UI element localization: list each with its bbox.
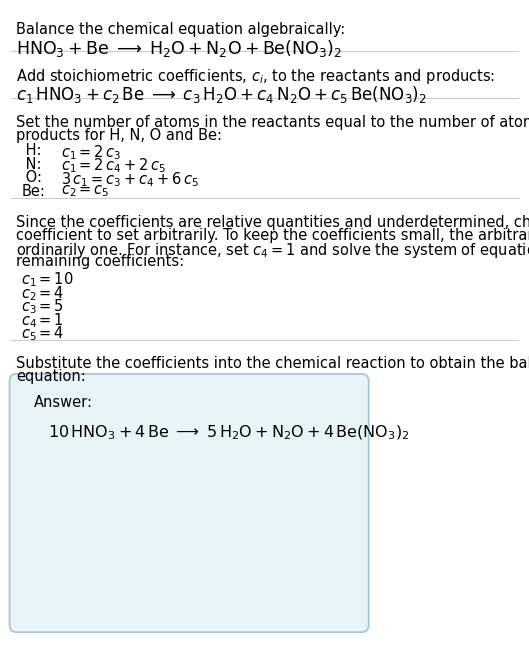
Text: $3\,c_1 = c_3 + c_4 + 6\,c_5$: $3\,c_1 = c_3 + c_4 + 6\,c_5$ <box>61 170 199 189</box>
Text: $c_2 = c_5$: $c_2 = c_5$ <box>61 184 110 199</box>
Text: $c_5 = 4$: $c_5 = 4$ <box>21 325 65 344</box>
Text: $c_1 = 2\,c_3$: $c_1 = 2\,c_3$ <box>61 143 121 162</box>
Text: $10\,\mathrm{HNO_3} + 4\,\mathrm{Be} \;\longrightarrow\; 5\,\mathrm{H_2O} + \mat: $10\,\mathrm{HNO_3} + 4\,\mathrm{Be} \;\… <box>48 424 409 442</box>
FancyBboxPatch shape <box>10 374 369 632</box>
Text: Balance the chemical equation algebraically:: Balance the chemical equation algebraica… <box>16 22 345 37</box>
Text: $c_4 = 1$: $c_4 = 1$ <box>21 311 64 330</box>
Text: Be:: Be: <box>21 184 45 199</box>
Text: O:: O: <box>21 170 42 185</box>
Text: $c_1\,\mathrm{HNO_3} + c_2\,\mathrm{Be} \;\longrightarrow\; c_3\,\mathrm{H_2O} +: $c_1\,\mathrm{HNO_3} + c_2\,\mathrm{Be} … <box>16 84 427 105</box>
Text: coefficient to set arbitrarily. To keep the coefficients small, the arbitrary va: coefficient to set arbitrarily. To keep … <box>16 228 529 243</box>
Text: Set the number of atoms in the reactants equal to the number of atoms in the: Set the number of atoms in the reactants… <box>16 115 529 130</box>
Text: Since the coefficients are relative quantities and underdetermined, choose a: Since the coefficients are relative quan… <box>16 215 529 230</box>
Text: $c_3 = 5$: $c_3 = 5$ <box>21 298 64 316</box>
Text: remaining coefficients:: remaining coefficients: <box>16 254 184 269</box>
Text: equation:: equation: <box>16 369 86 384</box>
Text: N:: N: <box>21 157 42 171</box>
Text: $c_1 = 10$: $c_1 = 10$ <box>21 270 74 289</box>
Text: products for H, N, O and Be:: products for H, N, O and Be: <box>16 128 222 143</box>
Text: $c_2 = 4$: $c_2 = 4$ <box>21 284 65 303</box>
Text: Add stoichiometric coefficients, $c_i$, to the reactants and products:: Add stoichiometric coefficients, $c_i$, … <box>16 67 495 86</box>
Text: $c_1 = 2\,c_4 + 2\,c_5$: $c_1 = 2\,c_4 + 2\,c_5$ <box>61 157 166 175</box>
Text: $\mathrm{HNO_3 + Be} \;\longrightarrow\; \mathrm{H_2O + N_2O + Be(NO_3)_2}$: $\mathrm{HNO_3 + Be} \;\longrightarrow\;… <box>16 38 342 58</box>
Text: H:: H: <box>21 143 42 158</box>
Text: Substitute the coefficients into the chemical reaction to obtain the balanced: Substitute the coefficients into the che… <box>16 356 529 371</box>
Text: Answer:: Answer: <box>34 395 94 410</box>
Text: ordinarily one. For instance, set $c_4 = 1$ and solve the system of equations fo: ordinarily one. For instance, set $c_4 =… <box>16 241 529 259</box>
